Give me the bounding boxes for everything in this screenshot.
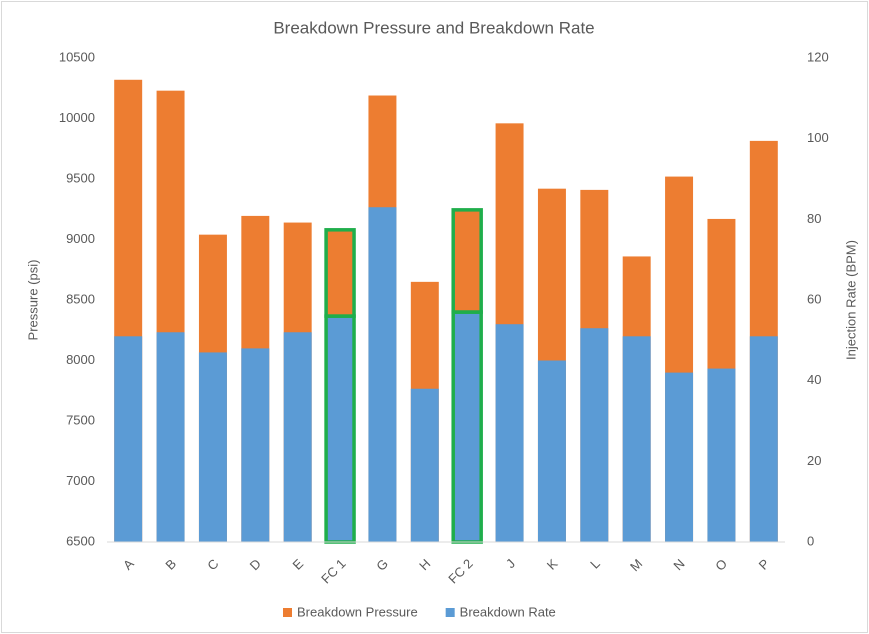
y2-tick-label: 100	[807, 130, 829, 145]
y2-tick-label: 20	[807, 453, 821, 468]
bar	[156, 332, 185, 542]
bar	[241, 348, 270, 542]
bar	[283, 332, 312, 542]
bar	[707, 368, 736, 542]
legend-swatch	[283, 608, 292, 617]
bar	[453, 312, 482, 542]
y-axis-label: Pressure (psi)	[25, 260, 40, 341]
bar	[326, 316, 355, 542]
y-tick-label: 9500	[66, 170, 95, 185]
y-tick-label: 10500	[59, 49, 95, 64]
y-tick-label: 7000	[66, 473, 95, 488]
bar	[665, 372, 694, 542]
bar	[114, 336, 143, 542]
legend-label: Breakdown Rate	[460, 604, 556, 619]
y-tick-label: 8000	[66, 352, 95, 367]
legend-label: Breakdown Pressure	[297, 604, 418, 619]
bar	[580, 328, 609, 542]
y2-tick-label: 80	[807, 211, 821, 226]
y2-tick-label: 60	[807, 291, 821, 306]
bar	[622, 336, 651, 542]
bar	[410, 388, 439, 542]
y-tick-label: 7500	[66, 412, 95, 427]
bar	[537, 360, 566, 542]
y2-tick-label: 120	[807, 49, 829, 64]
legend-swatch	[445, 608, 455, 617]
bar	[495, 324, 524, 542]
bar	[749, 336, 778, 542]
y2-tick-label: 0	[807, 533, 814, 548]
y-tick-label: 8500	[66, 291, 95, 306]
y-tick-label: 10000	[59, 110, 95, 125]
y-tick-label: 6500	[66, 533, 95, 548]
y2-axis-label: Injection Rate (BPM)	[843, 240, 858, 360]
chart-title: Breakdown Pressure and Breakdown Rate	[273, 18, 594, 37]
bar	[368, 207, 397, 542]
y2-tick-label: 40	[807, 372, 821, 387]
bar	[198, 352, 227, 542]
y-tick-label: 9000	[66, 231, 95, 246]
